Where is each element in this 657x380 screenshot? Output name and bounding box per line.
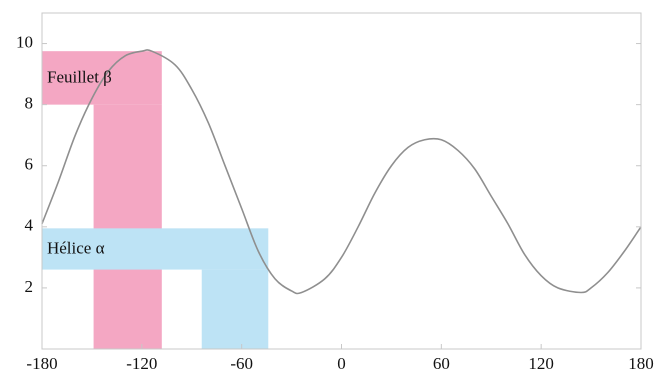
series-line-0 bbox=[41, 49, 642, 295]
data-series bbox=[41, 49, 642, 295]
x-tick-label-6: 180 bbox=[628, 354, 654, 373]
x-axis: -180 -120 -60 0 60 120 180 bbox=[26, 344, 654, 373]
region-1-rect-1 bbox=[201, 269, 269, 349]
region-0-rect-0 bbox=[42, 51, 162, 105]
y-axis: 2 4 6 8 10 bbox=[16, 32, 641, 296]
region-0-rect-1 bbox=[93, 104, 162, 350]
region-labels: Feuillet β Hélice α bbox=[47, 68, 112, 258]
region-label-0: Feuillet β bbox=[47, 68, 112, 87]
y-tick-label-1: 4 bbox=[25, 216, 34, 235]
x-tick-label-2: -60 bbox=[230, 354, 253, 373]
y-tick-label-0: 2 bbox=[25, 277, 34, 296]
y-tick-label-2: 6 bbox=[25, 155, 34, 174]
highlight-regions bbox=[42, 51, 269, 350]
y-tick-label-3: 8 bbox=[25, 94, 34, 113]
x-tick-label-5: 120 bbox=[528, 354, 554, 373]
x-tick-label-3: 0 bbox=[337, 354, 346, 373]
x-tick-label-1: -120 bbox=[126, 354, 157, 373]
y-tick-label-4: 10 bbox=[16, 32, 33, 51]
x-tick-label-4: 60 bbox=[433, 354, 450, 373]
region-1-rect-0 bbox=[42, 228, 269, 270]
x-tick-label-0: -180 bbox=[26, 354, 57, 373]
region-label-1: Hélice α bbox=[47, 239, 105, 258]
